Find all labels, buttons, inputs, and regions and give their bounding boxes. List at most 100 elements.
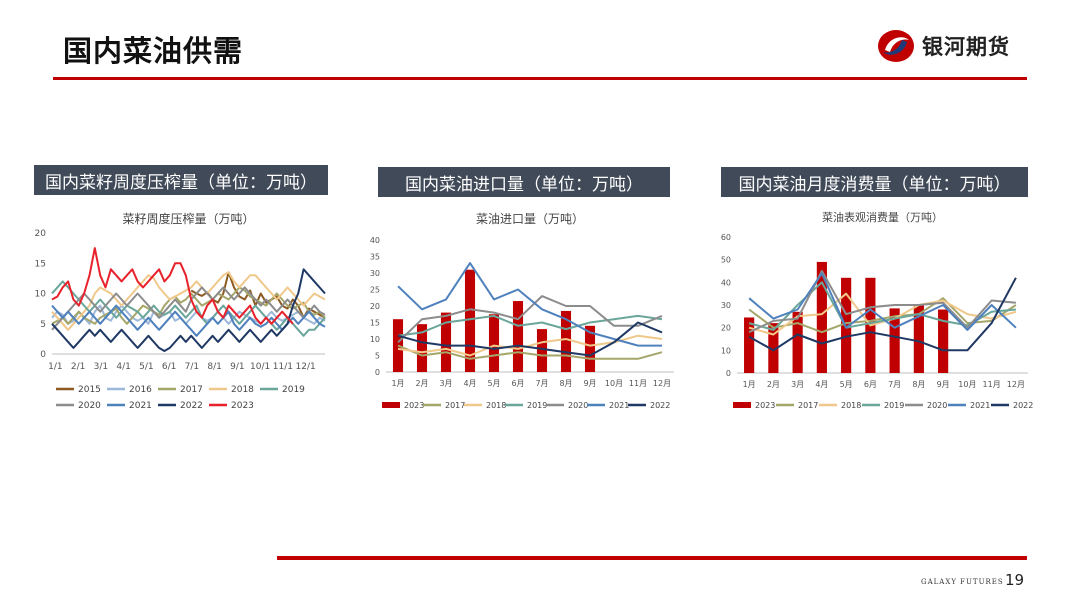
series-line-2020 [51, 286, 326, 331]
x-tick-label: 5月 [840, 380, 853, 389]
legend-label-2023: 2023 [404, 401, 424, 410]
x-tick-label: 8/1 [207, 362, 221, 372]
x-tick-label: 1月 [391, 379, 404, 388]
bar-2023-9 [584, 325, 596, 372]
logo-text: 银河期货 [922, 35, 1010, 59]
x-tick-label: 6/1 [162, 362, 176, 372]
x-tick-label: 10月 [605, 379, 623, 388]
legend-label-2016: 2016 [129, 385, 152, 395]
series-line-2023 [51, 247, 294, 325]
x-tick-label: 12月 [1007, 380, 1025, 389]
legend-label-2022: 2022 [650, 401, 670, 410]
x-tick-label: 10/1 [250, 362, 270, 372]
legend-label-2017: 2017 [798, 401, 818, 410]
y-tick-label: 25 [370, 286, 380, 295]
x-tick-label: 9月 [937, 380, 950, 389]
y-tick-label: 60 [721, 233, 731, 242]
x-tick-label: 8月 [912, 380, 925, 389]
y-tick-label: 30 [721, 301, 731, 310]
legend-label-2020: 2020 [78, 401, 101, 411]
bar-2023-7 [889, 308, 900, 373]
series-line-2022 [748, 277, 1017, 352]
x-tick-label: 9/1 [230, 362, 244, 372]
chart-title: 菜油进口量（万吨） [476, 212, 584, 226]
x-tick-label: 2月 [415, 379, 428, 388]
top-divider [53, 77, 1027, 80]
y-tick-label: 50 [721, 256, 731, 265]
x-tick-label: 3/1 [94, 362, 108, 372]
y-tick-label: 40 [721, 278, 731, 287]
x-tick-label: 11/1 [273, 362, 293, 372]
legend-label-2021: 2021 [609, 401, 629, 410]
y-tick-label: 15 [370, 319, 380, 328]
y-tick-label: 0 [40, 350, 46, 360]
x-tick-label: 8月 [559, 379, 572, 388]
legend-label-2017: 2017 [180, 385, 203, 395]
x-tick-label: 5/1 [139, 362, 153, 372]
legend-swatch-2023 [733, 402, 751, 408]
panel-title-import: 国内菜油进口量（单位：万吨） [378, 167, 670, 197]
bar-2023-8 [560, 310, 572, 372]
import-volume-chart: 菜油进口量（万吨） 0 5 10 15 20 25 30 35 40 1月 2月 3月 4月 5月 6月 7月 8… [370, 212, 674, 410]
crush-volume-chart: 菜籽周度压榨量（万吨） 0 5 10 15 20 1/1 2/1 3/1 4/1 5/1 6/1 7/1… [35, 211, 326, 411]
series-line-2020 [397, 295, 663, 344]
x-tick-label: 5月 [487, 379, 500, 388]
company-logo: 银河期货 [876, 28, 1010, 64]
legend-label-2022: 2022 [180, 401, 203, 411]
y-tick-label: 0 [726, 369, 731, 378]
panel-title-consumption: 国内菜油月度消费量（单位：万吨） [721, 167, 1028, 197]
x-tick-label: 3月 [791, 380, 804, 389]
x-tick-label: 11月 [629, 379, 647, 388]
series-line-2021 [397, 262, 662, 347]
bar-2023-4 [816, 261, 827, 373]
bar-2023-2 [768, 323, 779, 373]
bar-2023-3 [792, 311, 803, 373]
legend-label-2019: 2019 [884, 401, 904, 410]
page-number: 19 [1005, 571, 1025, 589]
bar-2023-3 [440, 312, 452, 372]
x-tick-label: 12/1 [296, 362, 316, 372]
y-tick-label: 40 [370, 236, 380, 245]
legend-label-2021: 2021 [970, 401, 990, 410]
y-tick-label: 35 [370, 253, 380, 262]
bar-2023-1 [744, 317, 755, 373]
legend-label-2021: 2021 [129, 401, 152, 411]
x-tick-label: 7月 [888, 380, 901, 389]
x-tick-label: 6月 [864, 380, 877, 389]
bar-2023-6 [512, 301, 524, 372]
x-tick-label: 12月 [653, 379, 671, 388]
series-line-2018 [397, 334, 663, 357]
panel-title-crush: 国内菜籽周度压榨量（单位：万吨） [34, 165, 328, 195]
legend-label-2020: 2020 [568, 401, 588, 410]
series-line-2022 [51, 268, 326, 352]
x-tick-label: 4/1 [116, 362, 130, 372]
x-tick-label: 4月 [815, 380, 828, 389]
legend-label-2019: 2019 [282, 385, 305, 395]
legend-label-2017: 2017 [445, 401, 465, 410]
x-tick-label: 6月 [511, 379, 524, 388]
y-tick-label: 15 [35, 259, 46, 269]
y-tick-label: 10 [370, 335, 380, 344]
x-tick-label: 4月 [463, 379, 476, 388]
legend-label-2018: 2018 [231, 385, 254, 395]
consumption-chart: 菜油表观消费量（万吨） 0 10 20 30 40 50 60 1月 2月 3月 4月 5月 6月 7月 8月… [721, 210, 1034, 410]
legend-label-2018: 2018 [841, 401, 861, 410]
y-tick-label: 20 [370, 302, 380, 311]
x-tick-label: 11月 [983, 380, 1001, 389]
y-tick-label: 20 [721, 324, 731, 333]
legend-label-2022: 2022 [1013, 401, 1033, 410]
page-title: 国内菜油供需 [63, 34, 244, 68]
x-tick-label: 7/1 [185, 362, 199, 372]
x-tick-label: 2/1 [71, 362, 85, 372]
y-tick-label: 20 [35, 229, 47, 239]
bar-2023-7 [536, 329, 548, 372]
galaxy-logo-icon [878, 30, 914, 62]
bar-2023-9 [938, 309, 949, 373]
legend-label-2023: 2023 [755, 401, 775, 410]
x-tick-label: 3月 [439, 379, 452, 388]
bar-2023-8 [913, 305, 924, 373]
legend-label-2023: 2023 [231, 401, 254, 411]
y-tick-label: 10 [721, 346, 731, 355]
series-line-2020 [748, 270, 1016, 334]
y-tick-label: 0 [375, 368, 380, 377]
